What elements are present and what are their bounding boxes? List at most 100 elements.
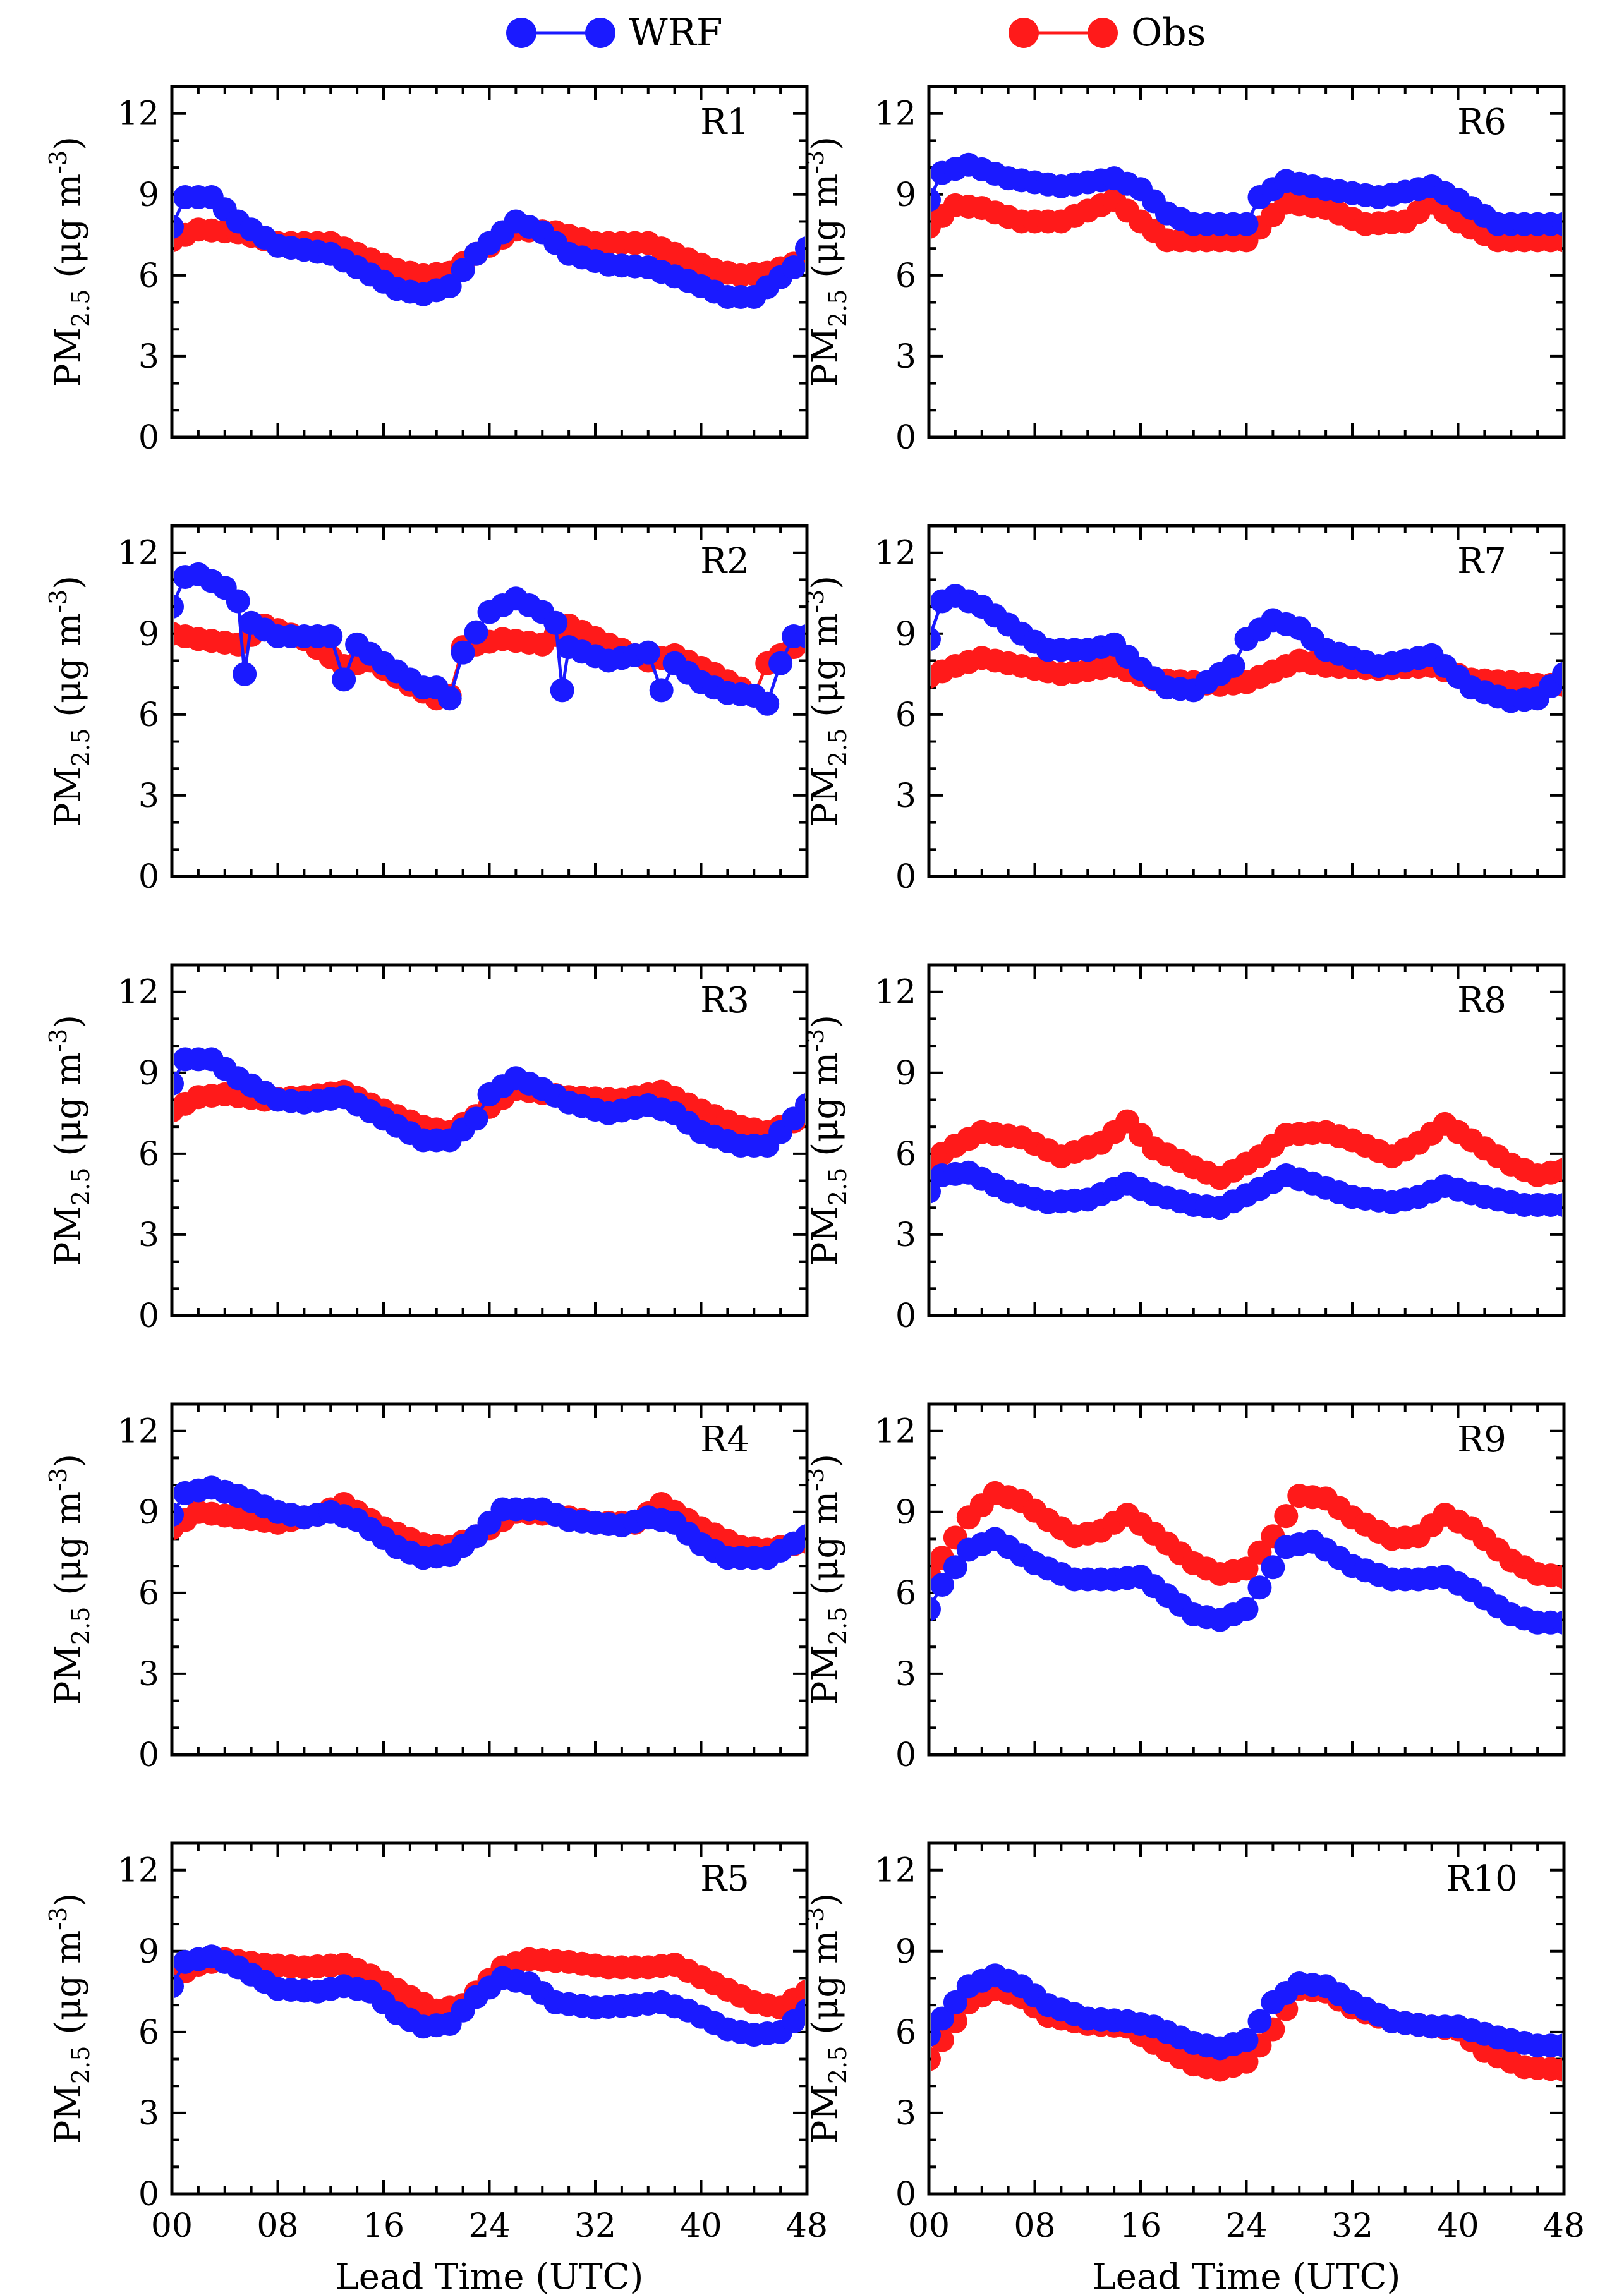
data-point — [1247, 2009, 1272, 2033]
panel-label: R3 — [700, 980, 749, 1021]
data-point — [782, 255, 805, 280]
panel-r10: 0 3 6 9 12 00 08 16 24 32 40 48 Lead Time (UTC) PM2.5… — [801, 1841, 1585, 2295]
y-tick-label: 3 — [138, 1656, 159, 1693]
y-tick-label: 0 — [895, 2176, 916, 2213]
data-point — [1552, 212, 1562, 236]
panel-r7: 0 3 6 9 12 PM2.5 (μg m-3) R7 — [801, 524, 1566, 896]
x-tick-label: 16 — [1120, 2207, 1161, 2245]
series-wrf — [931, 1527, 1562, 1635]
data-point — [795, 1093, 805, 1117]
data-point — [464, 620, 488, 645]
data-point — [931, 1597, 941, 1621]
y-axis-title: PM2.5 (μg m-3) — [44, 1454, 95, 1705]
x-tick-label: 00 — [908, 2207, 950, 2245]
data-point — [795, 624, 805, 648]
panel-label: R2 — [700, 541, 749, 582]
tick-marks — [172, 1403, 807, 1755]
y-tick-label: 3 — [138, 1216, 159, 1254]
data-point — [795, 1998, 805, 2023]
series-wrf — [174, 562, 805, 716]
data-point — [931, 1573, 954, 1597]
y-tick-label: 0 — [895, 1736, 916, 1774]
data-point — [1552, 1565, 1562, 1589]
data-point — [1247, 1575, 1272, 1600]
series-wrf — [174, 1944, 805, 2047]
data-point — [1552, 662, 1562, 686]
y-tick-label: 12 — [875, 1413, 916, 1451]
panel-label: R4 — [700, 1419, 749, 1460]
panel-label: R7 — [1457, 541, 1506, 582]
y-axis-title: PM2.5 (μg m-3) — [44, 136, 95, 387]
data-point — [233, 662, 257, 686]
y-tick-label: 9 — [138, 615, 159, 653]
y-axis-title: PM2.5 (μg m-3) — [44, 576, 95, 827]
data-point — [943, 1555, 967, 1580]
panel-label: R5 — [700, 1858, 749, 1899]
y-tick-label: 12 — [118, 1413, 159, 1451]
y-tick-label: 6 — [138, 2014, 159, 2052]
data-point — [451, 258, 475, 282]
data-point — [931, 2006, 954, 2031]
data-point — [795, 1524, 805, 1548]
tick-marks — [172, 85, 807, 437]
data-point — [174, 1503, 184, 1527]
x-axis-title: Lead Time (UTC) — [1093, 2256, 1401, 2295]
y-tick-label: 6 — [895, 2014, 916, 2052]
y-tick-label: 3 — [895, 2095, 916, 2133]
legend-obs-marker-right — [1088, 18, 1118, 48]
y-tick-label: 0 — [138, 2176, 159, 2213]
y-tick-label: 6 — [138, 1575, 159, 1613]
panel-r9: 0 3 6 9 12 PM2.5 (μg m-3) R9 — [801, 1402, 1566, 1774]
data-point — [931, 2047, 941, 2071]
y-axis-title: PM2.5 (μg m-3) — [44, 1893, 95, 2144]
panel-label: R10 — [1446, 1858, 1517, 1899]
y-tick-label: 3 — [895, 1656, 916, 1693]
y-axis-title: PM2.5 (μg m-3) — [801, 576, 852, 827]
tick-marks — [172, 1842, 807, 2194]
y-tick-label: 9 — [138, 1494, 159, 1532]
x-tick-label: 32 — [574, 2207, 616, 2245]
y-tick-label: 6 — [138, 696, 159, 734]
data-point — [649, 678, 674, 703]
series-obs — [931, 1109, 1562, 1190]
panels: 0 3 6 9 12 PM2.5 (μg m-3) R10 3 6 9 12 PM2.5 (μg m-… — [44, 85, 1585, 2295]
y-tick-label: 9 — [895, 1933, 916, 1971]
y-tick-label: 12 — [118, 1852, 159, 1890]
data-point — [943, 1990, 967, 2014]
panel-r3: 0 3 6 9 12 PM2.5 (μg m-3) R3 — [44, 963, 809, 1335]
y-tick-label: 6 — [138, 1135, 159, 1173]
y-axis-title: PM2.5 (μg m-3) — [801, 1893, 852, 2144]
data-point — [768, 651, 793, 675]
x-tick-label: 24 — [1225, 2207, 1267, 2245]
legend-wrf-marker-left — [506, 18, 536, 48]
data-point — [636, 640, 660, 665]
y-tick-label: 6 — [895, 1575, 916, 1613]
data-point — [1234, 2049, 1259, 2074]
y-tick-label: 9 — [895, 1494, 916, 1532]
x-tick-label: 00 — [151, 2207, 193, 2245]
y-tick-label: 12 — [118, 535, 159, 572]
panel-r5: 0 3 6 9 12 00 08 16 24 32 40 48 Lead Time (UTC) PM2.5… — [44, 1841, 828, 2295]
data-point — [1261, 1555, 1285, 1580]
y-tick-label: 0 — [138, 419, 159, 457]
tick-marks — [929, 1842, 1564, 2194]
y-axis-title: PM2.5 (μg m-3) — [801, 1454, 852, 1705]
y-tick-label: 12 — [118, 974, 159, 1012]
panel-r6: 0 3 6 9 12 PM2.5 (μg m-3) R6 — [801, 85, 1566, 457]
data-point — [931, 627, 941, 651]
data-point — [755, 691, 780, 716]
y-tick-label: 0 — [138, 1736, 159, 1774]
y-tick-label: 0 — [138, 858, 159, 896]
y-tick-label: 6 — [895, 1135, 916, 1173]
series-wrf — [174, 1047, 805, 1158]
data-point — [1552, 2057, 1562, 2082]
data-point — [174, 1072, 184, 1096]
data-point — [1234, 1597, 1259, 1621]
panel-label: R8 — [1457, 980, 1506, 1021]
y-tick-label: 12 — [118, 95, 159, 133]
x-tick-label: 16 — [363, 2207, 404, 2245]
legend: WRF Obs — [506, 11, 1206, 55]
data-point — [931, 188, 941, 212]
y-tick-label: 9 — [138, 176, 159, 214]
panel-label: R6 — [1457, 102, 1506, 143]
